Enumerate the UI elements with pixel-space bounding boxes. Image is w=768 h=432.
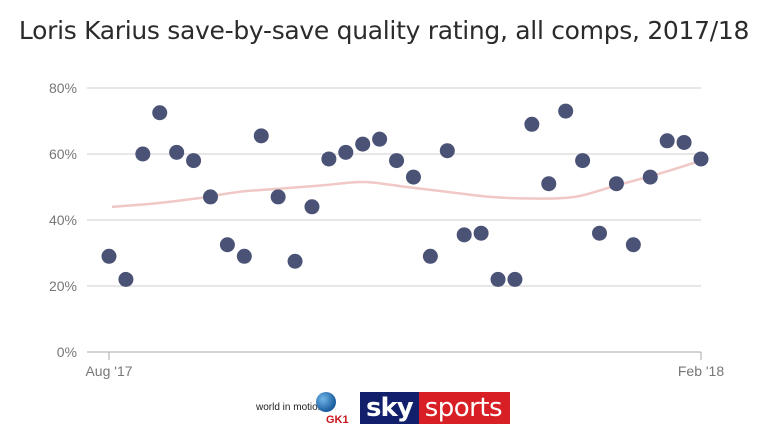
- y-tick-label: 80%: [49, 80, 77, 96]
- data-point: [558, 103, 574, 119]
- data-point: [693, 151, 709, 167]
- data-point: [439, 143, 455, 159]
- data-point: [524, 116, 540, 132]
- data-point: [389, 153, 405, 169]
- data-point: [676, 134, 692, 150]
- data-point: [625, 237, 641, 253]
- data-point: [135, 146, 151, 162]
- data-point: [372, 131, 388, 147]
- data-point: [118, 271, 134, 287]
- y-tick-label: 0%: [57, 344, 77, 360]
- data-point: [186, 153, 202, 169]
- data-point: [608, 176, 624, 192]
- data-point: [473, 225, 489, 241]
- data-point: [169, 144, 185, 160]
- sports-logo-text: sports: [418, 392, 510, 424]
- scatter-chart: 0% 20% 40% 60% 80% Aug '17 Feb '18: [49, 80, 724, 379]
- data-point: [490, 271, 506, 287]
- data-point: [101, 248, 117, 264]
- x-tick-label: Feb '18: [678, 363, 724, 379]
- data-point: [659, 133, 675, 149]
- data-point: [253, 128, 269, 144]
- x-tick-label: Aug '17: [85, 363, 132, 379]
- data-point: [152, 105, 168, 121]
- y-tick-label: 60%: [49, 146, 77, 162]
- data-point: [507, 271, 523, 287]
- sky-logo-text: sky: [360, 392, 419, 424]
- data-point: [575, 153, 591, 169]
- data-point: [405, 169, 421, 185]
- globe-icon: [316, 392, 336, 412]
- sponsor-logos: world in motion GK1 sky sports: [0, 386, 768, 432]
- data-point: [287, 253, 303, 269]
- data-point: [642, 169, 658, 185]
- data-point: [422, 248, 438, 264]
- data-point: [338, 144, 354, 160]
- gk1-logo: GK1: [326, 414, 349, 426]
- y-tick-label: 40%: [49, 212, 77, 228]
- data-point: [270, 189, 286, 205]
- data-point: [355, 136, 371, 152]
- data-point: [321, 151, 337, 167]
- world-in-motion-logo: world in motion: [256, 402, 324, 413]
- data-point: [456, 227, 472, 243]
- data-point: [541, 176, 557, 192]
- data-point: [219, 237, 235, 253]
- chart-title: Loris Karius save-by-save quality rating…: [18, 16, 750, 45]
- data-point: [202, 189, 218, 205]
- data-point: [236, 248, 252, 264]
- data-point: [304, 199, 320, 215]
- data-point: [592, 225, 608, 241]
- sky-sports-logo: sky sports: [360, 392, 510, 424]
- y-tick-label: 20%: [49, 278, 77, 294]
